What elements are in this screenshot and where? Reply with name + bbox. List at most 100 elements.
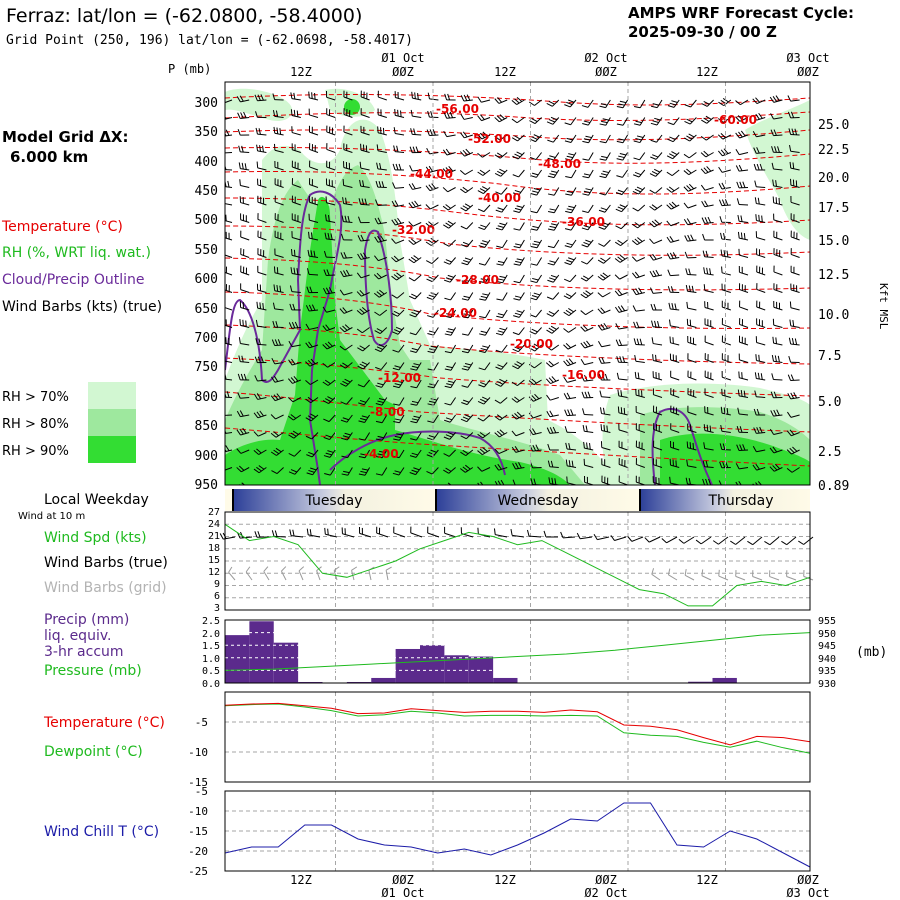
xs-barb-flag bbox=[654, 219, 660, 225]
xs-barb-flag bbox=[340, 382, 347, 387]
xs-barb-flag bbox=[443, 130, 448, 137]
xs-barb bbox=[570, 239, 577, 248]
xs-barb bbox=[570, 204, 577, 213]
xs-barb bbox=[361, 309, 370, 315]
xs-barb-flag bbox=[722, 443, 726, 450]
xs-barb bbox=[571, 169, 577, 179]
wc-ytick: -15 bbox=[188, 825, 208, 838]
xs-barb bbox=[553, 274, 560, 283]
surface-barb-flag bbox=[576, 532, 581, 539]
xs-barb bbox=[534, 362, 542, 369]
xs-barb-flag bbox=[459, 169, 466, 175]
xs-barb bbox=[499, 117, 508, 123]
height-tick: 0.89 bbox=[818, 479, 849, 494]
xs-barb-flag bbox=[546, 345, 552, 351]
xs-barb-flag bbox=[253, 393, 259, 400]
xs-barb bbox=[446, 117, 456, 119]
xs-barb-flag bbox=[220, 114, 223, 119]
pressure-unit: (mb) bbox=[856, 645, 887, 660]
xs-barb bbox=[739, 237, 749, 241]
xs-barb-flag bbox=[756, 147, 760, 154]
grid-barb-flag bbox=[351, 566, 358, 571]
xs-barb-flag bbox=[426, 454, 433, 458]
xs-barb-flag bbox=[495, 349, 502, 353]
td-ytick: -10 bbox=[188, 746, 208, 759]
xs-barb bbox=[240, 271, 250, 276]
xs-barb bbox=[551, 327, 560, 334]
top-hour-label: ØØZ bbox=[595, 65, 617, 79]
xs-barb-flag bbox=[668, 202, 675, 209]
xs-barb-flag bbox=[461, 280, 468, 284]
xs-barb-flag bbox=[396, 484, 397, 485]
xs-barb bbox=[416, 379, 422, 389]
xs-barb-flag bbox=[465, 148, 471, 155]
xs-barb-flag bbox=[459, 151, 465, 157]
xs-barb-flag bbox=[512, 463, 516, 470]
xs-barb-flag bbox=[391, 238, 397, 244]
xs-barb-flag bbox=[239, 95, 244, 102]
grid-barb bbox=[651, 573, 661, 581]
xs-barb bbox=[604, 204, 611, 213]
xs-barb bbox=[225, 99, 233, 104]
xs-barb bbox=[446, 134, 456, 138]
xs-barb-flag bbox=[667, 269, 671, 276]
xs-barb bbox=[601, 327, 611, 331]
xs-barb-flag bbox=[794, 338, 798, 345]
xs-barb bbox=[722, 359, 731, 363]
xs-barb bbox=[448, 449, 456, 457]
surface-barb-flag bbox=[644, 537, 650, 543]
xs-barb bbox=[380, 344, 388, 352]
xs-barb bbox=[721, 412, 731, 416]
xs-barb bbox=[240, 99, 250, 103]
precip-bar bbox=[371, 677, 396, 683]
xs-barb-flag bbox=[597, 292, 603, 298]
xs-barb bbox=[601, 309, 611, 315]
xs-barb bbox=[552, 99, 560, 107]
xs-barb-flag bbox=[393, 145, 396, 152]
xs-barb-flag bbox=[445, 277, 453, 281]
xs-barb bbox=[653, 274, 663, 278]
xs-barb-flag bbox=[790, 111, 795, 118]
precip-ytick: 0.0 bbox=[202, 679, 220, 690]
height-tick: 5.0 bbox=[818, 395, 841, 410]
xs-barb bbox=[622, 134, 629, 143]
xs-barb-flag bbox=[497, 170, 504, 175]
xs-barb-flag bbox=[548, 377, 554, 383]
xs-barb bbox=[570, 134, 577, 143]
xs-barb-flag bbox=[667, 286, 671, 293]
xs-barb bbox=[534, 99, 542, 106]
xs-barb-flag bbox=[375, 366, 382, 371]
xs-barb-flag bbox=[601, 120, 608, 124]
precip-accum-label: 3-hr accum bbox=[44, 644, 124, 660]
temp-label: -32.00 bbox=[392, 223, 435, 237]
xs-barb bbox=[635, 309, 645, 312]
xs-barb-flag bbox=[752, 131, 757, 138]
xs-barb bbox=[722, 134, 732, 140]
xs-barb-flag bbox=[496, 281, 503, 284]
xs-barb bbox=[499, 432, 508, 438]
xs-barb-flag bbox=[430, 111, 433, 118]
pressure-tick: 900 bbox=[195, 449, 218, 464]
xs-barb bbox=[329, 432, 336, 440]
xs-barb-flag bbox=[620, 305, 626, 312]
xs-barb-flag bbox=[580, 310, 586, 316]
xs-barb-flag bbox=[514, 446, 520, 452]
xs-barb-flag bbox=[671, 100, 678, 103]
xs-barb bbox=[412, 97, 422, 101]
grid-barb bbox=[245, 571, 253, 581]
xs-barb-flag bbox=[547, 157, 554, 161]
cross-section-frame bbox=[224, 81, 811, 486]
xs-barb bbox=[586, 257, 594, 265]
xs-barb-flag bbox=[514, 312, 522, 316]
xs-barb bbox=[552, 117, 560, 125]
xs-barb-flag bbox=[709, 268, 712, 275]
surface-barb bbox=[580, 536, 593, 540]
xs-barb-flag bbox=[311, 304, 316, 311]
xs-barb-flag bbox=[322, 287, 327, 295]
xs-barb-flag bbox=[494, 98, 500, 104]
surface-barb bbox=[597, 536, 610, 541]
xs-barb-flag bbox=[392, 331, 399, 335]
xs-barb-flag bbox=[598, 243, 605, 247]
xs-barb-flag bbox=[655, 354, 657, 362]
grid-barb bbox=[718, 575, 729, 581]
